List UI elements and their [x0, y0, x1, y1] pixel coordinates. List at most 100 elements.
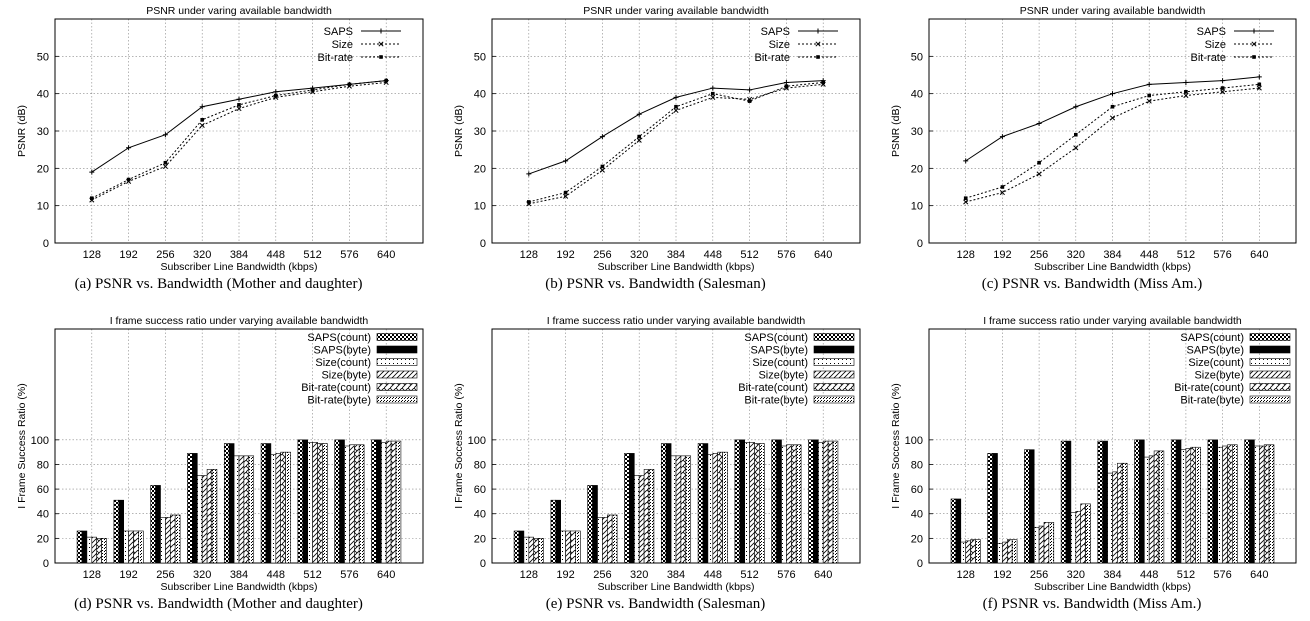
legend-label: Size(byte): [758, 370, 808, 382]
bar: [1121, 462, 1128, 564]
bar: [233, 455, 240, 564]
bar: [1033, 526, 1040, 564]
x-tick-label: 320: [630, 249, 648, 261]
plot-frame: [54, 18, 424, 244]
legend-label: Size(count): [315, 357, 371, 369]
bar: [528, 536, 535, 564]
bar: [223, 443, 230, 564]
bar: [555, 499, 561, 564]
bar: [211, 469, 218, 564]
bar: [592, 485, 598, 564]
x-tick-label: 320: [1067, 249, 1085, 261]
x-tick-label: 128: [520, 249, 538, 261]
data-point: [963, 196, 968, 200]
bar: [297, 439, 304, 564]
y-tick-label: 50: [911, 51, 923, 63]
bar: [665, 443, 672, 564]
bar: [1112, 471, 1118, 564]
legend-swatch: [376, 370, 418, 379]
x-tick-label: 576: [777, 569, 795, 581]
legend-label: SAPS: [761, 26, 790, 38]
bar: [1175, 439, 1182, 564]
x-tick-label: 384: [667, 249, 685, 261]
x-tick-label: 384: [1103, 569, 1121, 581]
bar: [275, 453, 282, 564]
x-tick-label: 448: [1140, 569, 1158, 581]
legend-swatch: [1249, 358, 1291, 366]
bar: [1107, 472, 1113, 564]
bar: [1134, 439, 1140, 564]
bar: [717, 451, 723, 564]
legend-label: Bit-rate(byte): [744, 395, 808, 407]
legend-swatch: [813, 333, 855, 341]
bar: [1153, 450, 1160, 564]
data-point: [563, 193, 569, 199]
bar: [513, 530, 520, 564]
x-tick-label: 128: [83, 569, 101, 581]
bar: [965, 540, 971, 564]
data-point: [637, 134, 641, 139]
x-tick-label: 512: [740, 569, 758, 581]
figure-caption: (a) PSNR vs. Bandwidth (Mother and daugh…: [75, 276, 363, 292]
data-point: [563, 158, 569, 164]
bar: [270, 454, 277, 564]
bar: [744, 442, 750, 564]
x-tick-label: 320: [193, 569, 211, 581]
legend-swatch: [813, 358, 855, 366]
chart-title: I frame success ratio under varying avai…: [110, 315, 369, 327]
bar: [638, 475, 645, 564]
line-series-group: [89, 78, 389, 203]
bar-series-group: [76, 439, 402, 564]
data-point: [1110, 91, 1115, 97]
data-point: [599, 167, 605, 173]
bar: [1144, 456, 1150, 564]
y-tick-label: 0: [917, 558, 923, 570]
bar: [960, 541, 966, 564]
y-tick-label: 0: [917, 238, 923, 250]
bar: [371, 439, 377, 564]
bar: [1268, 444, 1275, 564]
data-point: [527, 200, 531, 204]
legend-label: SAPS(count): [744, 332, 808, 344]
legend-label: Size: [1205, 39, 1226, 51]
figure-caption: (b) PSNR vs. Bandwidth (Salesman): [545, 276, 765, 292]
x-tick-label: 512: [303, 569, 321, 581]
bar: [160, 517, 166, 564]
bar: [1212, 439, 1219, 564]
data-point: [162, 163, 168, 170]
x-axis-label: Subscriber Line Bandwidth (kbps): [161, 581, 318, 593]
data-point: [90, 196, 94, 200]
bar: [791, 444, 797, 564]
bar: [91, 536, 98, 564]
data-point: [163, 160, 168, 165]
bar: [385, 440, 392, 564]
bar: [86, 536, 93, 564]
y-tick-label: 20: [37, 533, 49, 545]
bar: [187, 453, 193, 564]
bar: [734, 439, 741, 564]
bar: [358, 444, 365, 564]
bar: [1075, 510, 1081, 564]
bar: [390, 440, 397, 564]
bar: [322, 443, 328, 564]
x-tick-label: 640: [377, 249, 395, 261]
data-point: [1146, 98, 1152, 104]
legend-swatch: [376, 358, 418, 366]
bar: [1085, 503, 1091, 564]
bar: [196, 475, 203, 564]
figure-caption: (f) PSNR vs. Bandwidth (Miss Am.): [983, 596, 1202, 612]
legend-swatch: [1249, 333, 1291, 341]
bar: [602, 517, 608, 564]
legend-marker: [378, 41, 384, 47]
bar: [354, 444, 360, 564]
bar: [817, 442, 824, 564]
y-tick-label: 0: [43, 238, 49, 250]
bar: [1097, 440, 1104, 564]
x-tick-label: 384: [667, 569, 685, 581]
x-tick-label: 576: [777, 249, 795, 261]
data-point: [1073, 145, 1079, 151]
bar: [970, 539, 976, 564]
x-tick-label: 192: [119, 249, 137, 261]
data-point: [1036, 171, 1042, 177]
x-tick-label: 448: [267, 249, 285, 261]
